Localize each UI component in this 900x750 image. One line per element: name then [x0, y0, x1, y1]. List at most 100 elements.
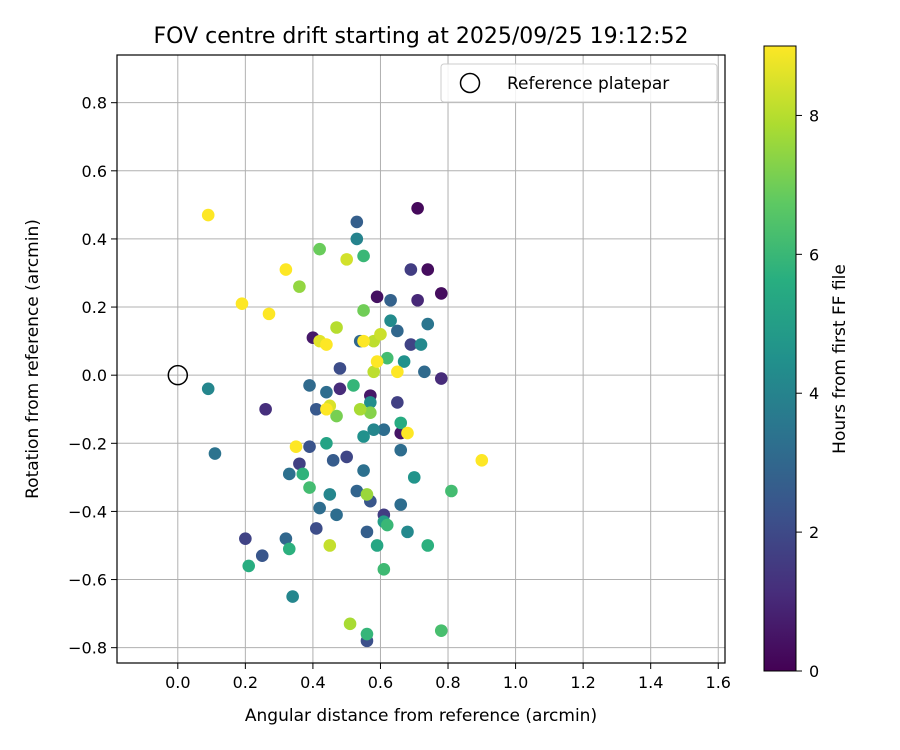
- scatter-point: [340, 450, 353, 464]
- scatter-point: [404, 263, 418, 276]
- scatter-point: [330, 409, 343, 423]
- scatter-point: [326, 454, 340, 467]
- scatter-point: [286, 590, 299, 603]
- reference-platepar-marker: [167, 364, 189, 386]
- scatter-point: [374, 328, 387, 341]
- colorbar: 0 2 4 6 8 Hours from first FF file: [763, 45, 850, 681]
- x-tick-label: 0.0: [165, 673, 190, 692]
- x-tick-label: 1.2: [570, 673, 595, 692]
- legend-box: [440, 63, 718, 103]
- legend: Reference platepar: [440, 63, 718, 103]
- y-tick-label: 0.2: [82, 298, 107, 317]
- scatter-point: [357, 464, 370, 477]
- scatter-point: [239, 532, 252, 545]
- scatter-point: [333, 362, 347, 375]
- scatter-point: [235, 297, 249, 310]
- scatter-point: [303, 440, 316, 454]
- scatter-point: [350, 232, 364, 246]
- scatter-point: [282, 467, 296, 481]
- scatter-point: [309, 522, 323, 535]
- y-tick-label: −0.2: [68, 434, 107, 453]
- scatter-point: [313, 501, 326, 515]
- scatter-point: [421, 263, 435, 276]
- scatter-point: [323, 539, 337, 552]
- scatter-point: [404, 338, 418, 351]
- scatter-point: [357, 249, 370, 263]
- scatter-point: [262, 307, 276, 321]
- scatter-point: [380, 518, 394, 532]
- scatter-point: [350, 215, 364, 229]
- scatter-point: [367, 365, 381, 379]
- scatter-point: [333, 382, 347, 396]
- scatter-point: [414, 338, 428, 351]
- grid-lines: [117, 55, 725, 663]
- scatter-point: [394, 498, 408, 511]
- scatter-point: [282, 542, 296, 556]
- scatter-point: [293, 457, 306, 471]
- legend-marker-reference: [459, 72, 481, 94]
- scatter-point: [364, 406, 377, 419]
- scatter-point: [357, 304, 370, 317]
- scatter-point: [384, 293, 397, 307]
- scatter-point: [434, 287, 448, 300]
- scatter-point: [377, 563, 391, 576]
- scatter-point: [370, 290, 384, 304]
- x-tick-label: 1.4: [638, 673, 663, 692]
- scatter-point: [320, 437, 333, 450]
- x-tick-label: 0.8: [435, 673, 460, 692]
- colorbar-label: Hours from first FF file: [830, 264, 850, 454]
- scatter-point: [303, 481, 316, 494]
- scatter-point: [397, 355, 411, 368]
- scatter-point: [394, 416, 408, 430]
- scatter-point: [391, 396, 404, 409]
- scatter-point: [377, 423, 391, 436]
- scatter-point: [401, 426, 414, 440]
- scatter-point: [360, 488, 374, 501]
- scatter-point: [279, 263, 293, 276]
- x-axis-label: Angular distance from reference (arcmin): [245, 706, 597, 726]
- x-tick-label: 1.6: [706, 673, 731, 692]
- scatter-point: [407, 471, 421, 484]
- y-tick-label: −0.8: [68, 639, 107, 658]
- scatter-point: [320, 402, 333, 416]
- scatter-point: [353, 402, 367, 416]
- scatter-point: [347, 379, 360, 392]
- scatter-point: [411, 293, 424, 307]
- scatter-point: [293, 280, 306, 293]
- scatter-point: [391, 324, 404, 338]
- scatter-point: [357, 430, 370, 443]
- scatter-point: [309, 402, 323, 416]
- scatter-point: [201, 382, 215, 396]
- scatter-point: [323, 488, 337, 501]
- scatter-point: [320, 338, 333, 351]
- y-tick-label: −0.4: [68, 502, 107, 521]
- scatter-point: [360, 627, 374, 641]
- scatter-points: [201, 201, 489, 648]
- scatter-point: [303, 379, 316, 392]
- scatter-point: [201, 208, 215, 222]
- colorbar-frame: [763, 45, 797, 672]
- scatter-point: [421, 317, 435, 331]
- scatter-point: [330, 321, 343, 334]
- scatter-point: [384, 314, 397, 327]
- y-axis-ticks: −0.8 −0.6 −0.4 −0.2 0.0 0.2 0.4 0.6 0.8: [68, 94, 117, 658]
- colorbar-gradient: [764, 46, 796, 671]
- scatter-point: [289, 440, 303, 454]
- scatter-point: [340, 253, 353, 266]
- scatter-point: [208, 447, 222, 460]
- colorbar-tick-label: 8: [809, 106, 819, 125]
- y-tick-label: 0.0: [82, 366, 107, 385]
- x-tick-label: 0.6: [368, 673, 393, 692]
- scatter-point: [434, 372, 448, 385]
- scatter-point: [411, 201, 424, 215]
- y-tick-label: 0.6: [82, 162, 107, 181]
- colorbar-tick-label: 2: [809, 523, 819, 542]
- scatter-point: [343, 617, 357, 631]
- x-axis-ticks: 0.0 0.2 0.4 0.6 0.8 1.0 1.2 1.4 1.6: [165, 663, 731, 692]
- colorbar-tick-label: 0: [809, 662, 819, 681]
- x-tick-label: 0.4: [300, 673, 325, 692]
- scatter-point: [360, 525, 374, 539]
- plot-frame: [116, 54, 726, 664]
- scatter-point: [279, 532, 293, 545]
